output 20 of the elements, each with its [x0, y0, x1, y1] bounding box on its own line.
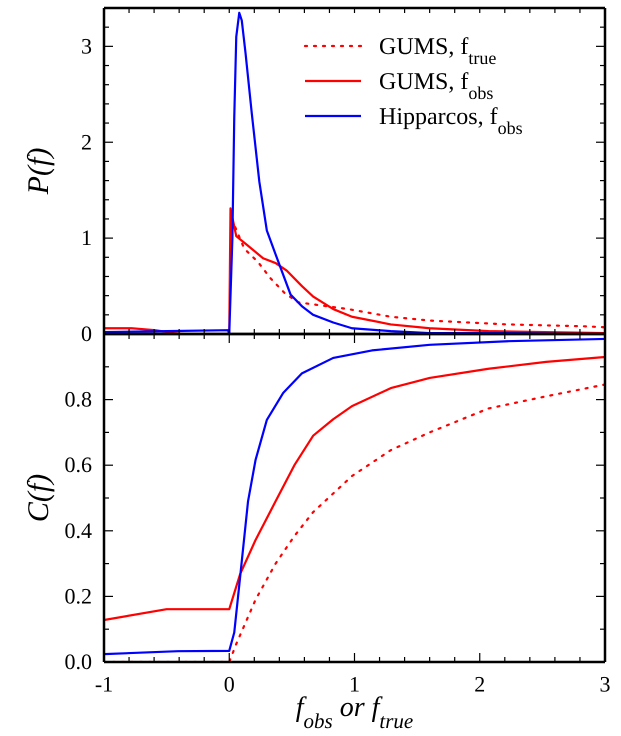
y-tick-label: 0 [81, 321, 92, 346]
x-tick-label: 0 [224, 672, 235, 697]
y-tick-label: 0.8 [64, 386, 92, 412]
x-tick-label: 2 [474, 672, 486, 697]
x-tick-label: -1 [94, 672, 114, 697]
legend-label: GUMS, f$_{obs}$ [379, 69, 494, 103]
y-tick-label: 2 [81, 129, 92, 154]
legend-label: GUMS, f$_{true}$ [379, 34, 496, 68]
y-axis-title: P(f) [22, 148, 55, 196]
y-tick-label: 0.0 [64, 649, 92, 674]
line-series [104, 338, 605, 656]
y-tick-label: 0.2 [64, 583, 92, 608]
y-tick-label: 0.6 [64, 452, 92, 478]
y-axis-title: C(f) [22, 474, 55, 522]
legend-label: Hipparcos, f$_{obs}$ [379, 104, 523, 138]
y-tick-label: 0.4 [64, 518, 92, 543]
y-tick-label: 3 [81, 33, 92, 58]
x-tick-label: 3 [600, 672, 610, 697]
y-tick-label: 1 [81, 225, 92, 250]
line-series [104, 356, 605, 622]
